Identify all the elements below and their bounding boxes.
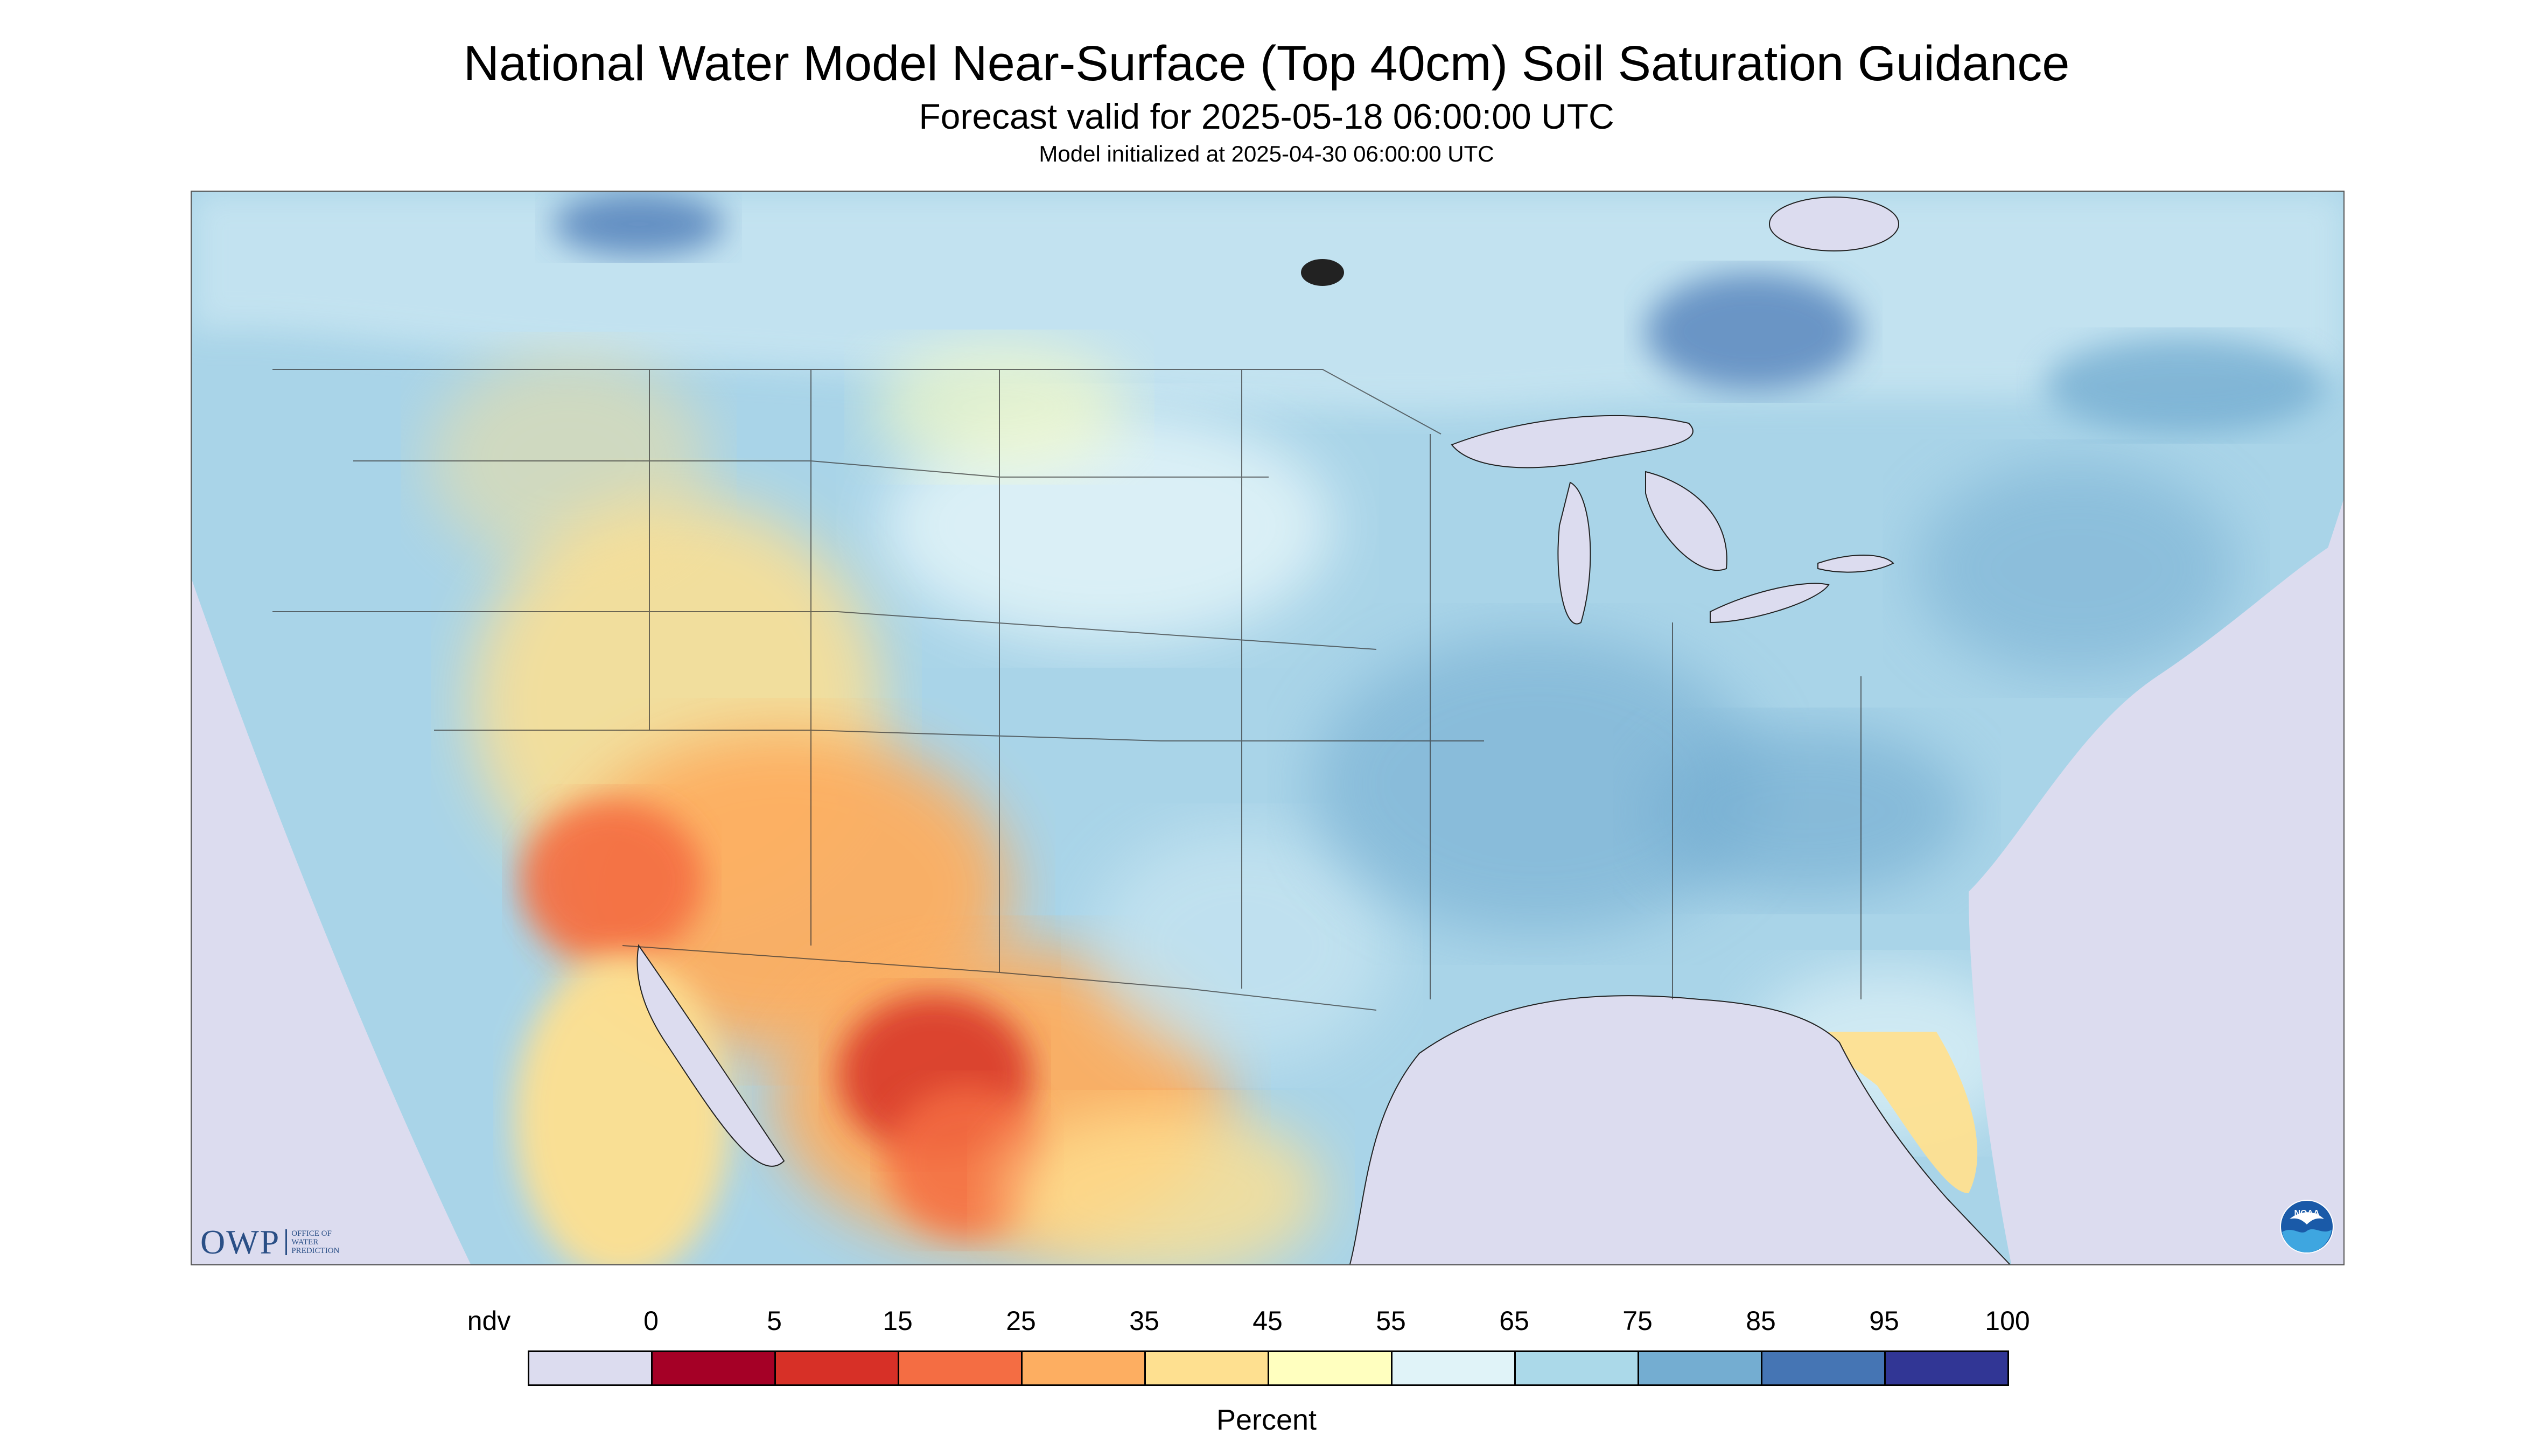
- midwest-wet: [1312, 633, 1764, 935]
- colorbar-swatch: [1144, 1350, 1269, 1386]
- map-title: National Water Model Near-Surface (Top 4…: [463, 36, 2070, 91]
- colorbar-swatch: [528, 1350, 653, 1386]
- lake-erie: [1710, 583, 1830, 624]
- lake-huron: [1645, 471, 1727, 571]
- colorbar-tick-label: 100: [1985, 1306, 2030, 1336]
- noaa-logo-text: NOAA: [2294, 1209, 2320, 1218]
- ontario-wet-patch: [1646, 272, 1861, 391]
- noaa-logo: NOAA: [2280, 1200, 2334, 1254]
- colorbar-tick-label: 85: [1746, 1306, 1776, 1336]
- owp-logo: OWP OFFICE OF WATER PREDICTION: [200, 1223, 339, 1261]
- colorbar-tick-label: 0: [643, 1306, 659, 1336]
- owp-logo-line: PREDICTION: [291, 1247, 340, 1255]
- forecast-valid-subtitle: Forecast valid for 2025-05-18 06:00:00 U…: [919, 96, 1614, 136]
- baja-yellow: [515, 956, 730, 1264]
- mexico-yellow: [999, 1107, 1323, 1264]
- colorbar-tick-label: 15: [883, 1306, 913, 1336]
- northeast-wet: [1915, 461, 2238, 676]
- lake-superior: [1451, 415, 1694, 468]
- ohio-valley-wet: [1646, 725, 1969, 897]
- gulf-of-california: [636, 944, 785, 1167]
- colorbar-swatch: [1884, 1350, 2009, 1386]
- colorbar-tick-label: 65: [1499, 1306, 1529, 1336]
- colorbar-swatch: [1268, 1350, 1393, 1386]
- colorbar-swatch: [774, 1350, 899, 1386]
- colorbar-swatch: [1514, 1350, 1639, 1386]
- soil-saturation-map[interactable]: [191, 191, 2345, 1265]
- hudson-bay-edge: [1769, 197, 1899, 251]
- colorbar-swatch: [651, 1350, 776, 1386]
- owp-logo-subtitle: OFFICE OF WATER PREDICTION: [285, 1229, 339, 1255]
- map-canvas: [192, 192, 2343, 1264]
- owp-logo-line: OFFICE OF: [291, 1229, 332, 1238]
- florida: [1818, 1032, 1978, 1193]
- colorbar-tick-label: ndv: [467, 1306, 511, 1336]
- colorbar-tick-label: 45: [1252, 1306, 1283, 1336]
- owp-logo-letters: OWP: [200, 1223, 281, 1261]
- colorbar-tick-label: 95: [1869, 1306, 1899, 1336]
- colorbar-swatch: [1638, 1350, 1762, 1386]
- arizona-red: [520, 800, 703, 962]
- gulf-of-mexico: [1349, 995, 2011, 1264]
- colorbar-swatch: [1021, 1350, 1146, 1386]
- lake-michigan: [1557, 481, 1591, 625]
- lake-ontario: [1817, 555, 1894, 573]
- colorbar-tick-label: 25: [1006, 1306, 1036, 1336]
- model-initialized-note: Model initialized at 2025-04-30 06:00:00…: [1039, 141, 1494, 166]
- colorbar-tick-label: 55: [1376, 1306, 1406, 1336]
- colorbar-tick-label: 5: [767, 1306, 782, 1336]
- colorbar-swatch: [1391, 1350, 1516, 1386]
- quebec-wet-patch: [2044, 337, 2324, 434]
- owp-logo-line: WATER: [291, 1238, 319, 1247]
- colorbar-tick-label: 35: [1129, 1306, 1159, 1336]
- colorbar-tick-label: 75: [1622, 1306, 1653, 1336]
- colorbar-title: Percent: [1216, 1404, 1317, 1436]
- northern-wet-patch: [552, 192, 725, 256]
- colorbar-swatch: [1761, 1350, 1886, 1386]
- lake-winnipeg: [1301, 259, 1344, 286]
- atlantic-ocean: [1969, 537, 2343, 1264]
- political-borders: [272, 369, 1862, 1011]
- colorbar-swatch: [898, 1350, 1023, 1386]
